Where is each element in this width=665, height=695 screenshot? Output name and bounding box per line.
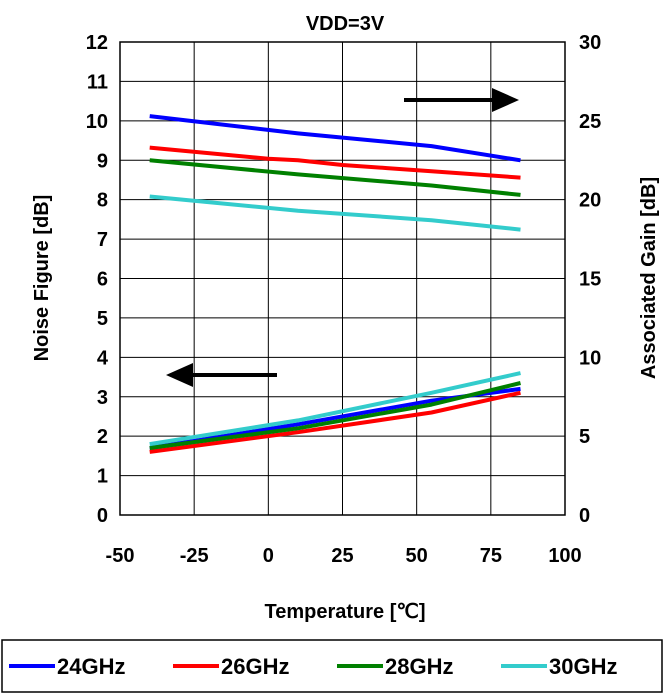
series-line-28ghz-nf <box>149 381 521 450</box>
x-tick-label: -25 <box>180 545 209 567</box>
y2-tick-label: 30 <box>579 32 601 54</box>
y-tick-label: 10 <box>86 111 108 133</box>
y2-tick-label: 20 <box>579 190 601 212</box>
legend-label-26ghz: 26GHz <box>221 654 289 679</box>
y2-axis-title: Associated Gain [dB] <box>638 177 660 379</box>
y2-tick-labels: 0 5 10 15 20 25 30 <box>579 32 601 527</box>
legend-label-30ghz: 30GHz <box>549 654 617 679</box>
left-arrow-icon <box>166 363 193 387</box>
axis-arrows <box>166 88 519 387</box>
y-tick-label: 3 <box>97 387 108 409</box>
x-tick-label: 50 <box>406 545 428 567</box>
series-lines <box>149 114 521 454</box>
x-tick-label: 0 <box>263 545 274 567</box>
series-line-26ghz-gain <box>149 145 521 180</box>
y-tick-label: 8 <box>97 190 108 212</box>
y-tick-label: 2 <box>97 426 108 448</box>
y-tick-label: 11 <box>87 71 108 93</box>
x-tick-label: 25 <box>331 545 353 567</box>
y2-tick-label: 25 <box>579 111 601 133</box>
y-tick-label: 4 <box>97 347 109 369</box>
y2-tick-label: 5 <box>579 426 590 448</box>
y2-tick-label: 0 <box>579 505 590 527</box>
x-tick-label: -50 <box>106 545 135 567</box>
x-tick-labels: -50 -25 0 25 50 75 100 <box>106 545 582 567</box>
series-line-30ghz-nf <box>149 371 521 447</box>
legend-label-24ghz: 24GHz <box>57 654 125 679</box>
y-tick-label: 7 <box>97 229 108 251</box>
legend-label-28ghz: 28GHz <box>385 654 453 679</box>
y2-tick-label: 10 <box>579 347 601 369</box>
x-tick-label: 100 <box>548 545 581 567</box>
series-line-24ghz-gain <box>149 114 521 163</box>
x-axis-title: Temperature [℃] <box>264 601 425 623</box>
y-tick-label: 6 <box>97 269 108 291</box>
grid <box>120 42 565 515</box>
y2-tick-label: 15 <box>579 269 601 291</box>
y-tick-label: 1 <box>97 466 108 488</box>
series-line-28ghz-gain <box>149 158 521 197</box>
series-line-30ghz-gain <box>149 194 521 232</box>
right-arrow-icon <box>492 88 519 112</box>
y-tick-label: 0 <box>97 505 108 527</box>
series-line-26ghz-nf <box>149 390 521 454</box>
y-axis-title: Noise Figure [dB] <box>31 195 53 362</box>
chart-title: VDD=3V <box>306 13 385 35</box>
legend: 24GHz 26GHz 28GHz 30GHz <box>9 654 617 679</box>
y-tick-label: 9 <box>97 150 108 172</box>
y-tick-label: 12 <box>86 32 108 54</box>
plot-frame <box>119 41 566 516</box>
x-tick-label: 75 <box>480 545 502 567</box>
legend-box <box>1 639 663 693</box>
y-tick-label: 5 <box>97 308 108 330</box>
